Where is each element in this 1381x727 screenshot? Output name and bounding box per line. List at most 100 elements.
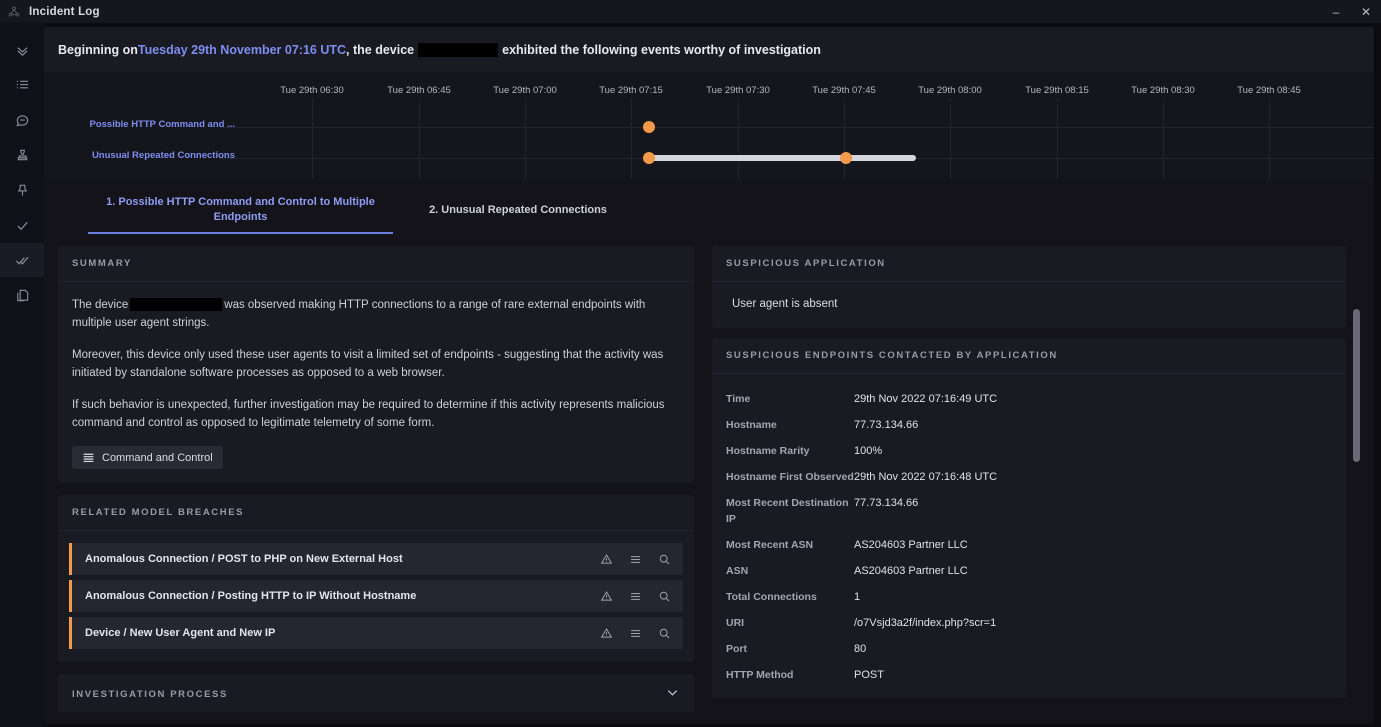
pin-icon — [17, 184, 27, 196]
alert-triangle-icon[interactable] — [600, 590, 613, 603]
tab-unusual-repeated-connections[interactable]: 2. Unusual Repeated Connections — [429, 204, 607, 216]
endpoint-detail-key: ASN — [726, 565, 749, 577]
timeline-event-bar[interactable] — [649, 155, 916, 161]
related-model-breaches-list: Anomalous Connection / POST to PHP on Ne… — [58, 531, 694, 662]
endpoint-detail-key: HTTP Method — [726, 669, 794, 681]
timeline-event-marker[interactable] — [840, 152, 852, 164]
list-icon[interactable] — [629, 590, 642, 603]
timeline-row-label[interactable]: Possible HTTP Command and ... — [89, 119, 235, 130]
timeline-gridline — [419, 98, 420, 179]
timeline-row-label[interactable]: Unusual Repeated Connections — [91, 150, 235, 161]
alert-triangle-icon[interactable] — [600, 627, 613, 640]
incident-tabs: 1. Possible HTTP Command and Control to … — [44, 182, 1374, 234]
command-and-control-tag[interactable]: Command and Control — [72, 446, 223, 469]
endpoint-detail-row: Time 29th Nov 2022 07:16:49 UTC — [726, 386, 1332, 412]
list-icon — [16, 80, 28, 88]
sidebar-item-copy[interactable] — [0, 278, 44, 312]
timeline-tick-label: Tue 29th 07:15 — [599, 85, 663, 96]
timeline-gridlines — [44, 98, 1374, 179]
scrollbar-thumb[interactable] — [1353, 309, 1360, 462]
list-icon[interactable] — [629, 627, 642, 640]
summary-paragraph-2: Moreover, this device only used these us… — [72, 349, 664, 379]
endpoint-detail-row: Hostname First Observed 29th Nov 2022 07:… — [726, 464, 1332, 490]
endpoint-detail-row: Most Recent Destination IP 77.73.134.66 — [726, 490, 1332, 532]
breach-row-label: Anomalous Connection / POST to PHP on Ne… — [85, 553, 403, 565]
timeline-tick-label: Tue 29th 08:15 — [1025, 85, 1089, 96]
list-icon[interactable] — [629, 553, 642, 566]
summary-heading: SUMMARY — [58, 246, 694, 282]
related-model-breaches-heading: RELATED MODEL BREACHES — [58, 495, 694, 531]
sidebar-item-collapse[interactable] — [0, 33, 44, 67]
endpoint-detail-key: Hostname — [726, 419, 777, 431]
sidebar-item-comment[interactable] — [0, 103, 44, 137]
endpoint-detail-key: Total Connections — [726, 591, 817, 603]
timeline-row-baseline — [220, 127, 1374, 128]
endpoint-detail-row: Port 80 — [726, 636, 1332, 662]
window-title: Incident Log — [29, 5, 100, 18]
investigation-process-header[interactable]: INVESTIGATION PROCESS — [58, 674, 694, 712]
timeline-gridline — [525, 98, 526, 179]
timeline-row[interactable]: Unusual Repeated Connections — [44, 143, 1374, 173]
sidebar-item-pin[interactable] — [0, 173, 44, 207]
sidebar-item-acknowledge[interactable] — [0, 208, 44, 242]
search-icon[interactable] — [658, 553, 671, 566]
timeline-tick-label: Tue 29th 08:00 — [918, 85, 982, 96]
timeline-tick-label: Tue 29th 06:45 — [387, 85, 451, 96]
sidebar-item-list[interactable] — [0, 68, 44, 102]
timeline-gridline — [738, 98, 739, 179]
sidebar-item-stamp[interactable] — [0, 138, 44, 172]
breach-row-actions — [600, 553, 671, 566]
endpoint-detail-value: 100% — [854, 445, 883, 457]
endpoint-detail-value: 1 — [854, 591, 861, 603]
timeline-gridline — [844, 98, 845, 179]
related-model-breaches-card: RELATED MODEL BREACHES Anomalous Connect… — [58, 495, 694, 662]
endpoint-detail-value: /o7Vsjd3a2f/index.php?scr=1 — [854, 617, 997, 629]
left-content-column: SUMMARY The device was observed making HT… — [58, 246, 694, 712]
left-toolbar — [0, 23, 44, 727]
check-icon — [16, 221, 28, 230]
minimize-button[interactable]: – — [1332, 4, 1340, 19]
right-panel-scrollbar[interactable] — [1353, 246, 1360, 712]
endpoint-detail-key: Hostname First Observed — [726, 471, 854, 483]
breach-row-label: Anomalous Connection / Posting HTTP to I… — [85, 590, 417, 602]
stamp-icon — [17, 149, 27, 160]
timeline-gridline — [631, 98, 632, 179]
right-content-column: SUSPICIOUS APPLICATION User agent is abs… — [712, 246, 1360, 712]
chevron-down-icon[interactable] — [665, 685, 680, 703]
alert-triangle-icon[interactable] — [600, 553, 613, 566]
breach-row[interactable]: Anomalous Connection / POST to PHP on Ne… — [69, 543, 683, 575]
window-title-bar: Incident Log – ✕ — [0, 0, 1381, 23]
endpoint-detail-key: URI — [726, 617, 745, 629]
close-button[interactable]: ✕ — [1360, 4, 1372, 19]
search-icon[interactable] — [658, 590, 671, 603]
endpoint-detail-row: Most Recent ASN AS204603 Partner LLC — [726, 532, 1332, 558]
timeline-event-marker[interactable] — [643, 152, 655, 164]
incident-headline: Beginning on Tuesday 29th November 07:16… — [44, 27, 1374, 72]
double-check-icon — [15, 256, 29, 265]
timeline-tick-label: Tue 29th 08:30 — [1131, 85, 1195, 96]
breach-row[interactable]: Anomalous Connection / Posting HTTP to I… — [69, 580, 683, 612]
summary-card: SUMMARY The device was observed making HT… — [58, 246, 694, 483]
search-icon[interactable] — [658, 627, 671, 640]
investigation-process-card[interactable]: INVESTIGATION PROCESS — [58, 674, 694, 712]
endpoint-detail-row: Hostname 77.73.134.66 — [726, 412, 1332, 438]
timeline-row[interactable]: Possible HTTP Command and ... — [44, 112, 1374, 142]
double-chevron-down-icon — [16, 46, 28, 56]
endpoint-detail-key: Time — [726, 393, 751, 405]
headline-datetime[interactable]: Tuesday 29th November 07:16 UTC — [137, 42, 347, 57]
summary-p1-after: was observed making HTTP connections to … — [72, 299, 646, 329]
network-nodes-icon — [7, 5, 21, 19]
endpoint-detail-row: URI/o7Vsjd3a2f/index.php?scr=1 — [726, 610, 1332, 636]
tab-possible-http-command-and-control[interactable]: 1. Possible HTTP Command and Control to … — [88, 195, 393, 234]
sidebar-item-acknowledge-all[interactable] — [0, 243, 44, 277]
endpoint-detail-value: AS204603 Partner LLC — [854, 565, 968, 577]
command-and-control-tag-label: Command and Control — [102, 451, 213, 464]
timeline-gridline — [1057, 98, 1058, 179]
suspicious-application-heading: SUSPICIOUS APPLICATION — [712, 246, 1346, 282]
timeline-event-marker[interactable] — [643, 121, 655, 133]
breach-row[interactable]: Device / New User Agent and New IP — [69, 617, 683, 649]
window-controls: – ✕ — [1321, 0, 1381, 23]
timeline-tick-label: Tue 29th 06:30 — [280, 85, 344, 96]
suspicious-endpoints-heading: SUSPICIOUS ENDPOINTS CONTACTED BY APPLIC… — [712, 338, 1346, 374]
timeline-tick-label: Tue 29th 07:45 — [812, 85, 876, 96]
